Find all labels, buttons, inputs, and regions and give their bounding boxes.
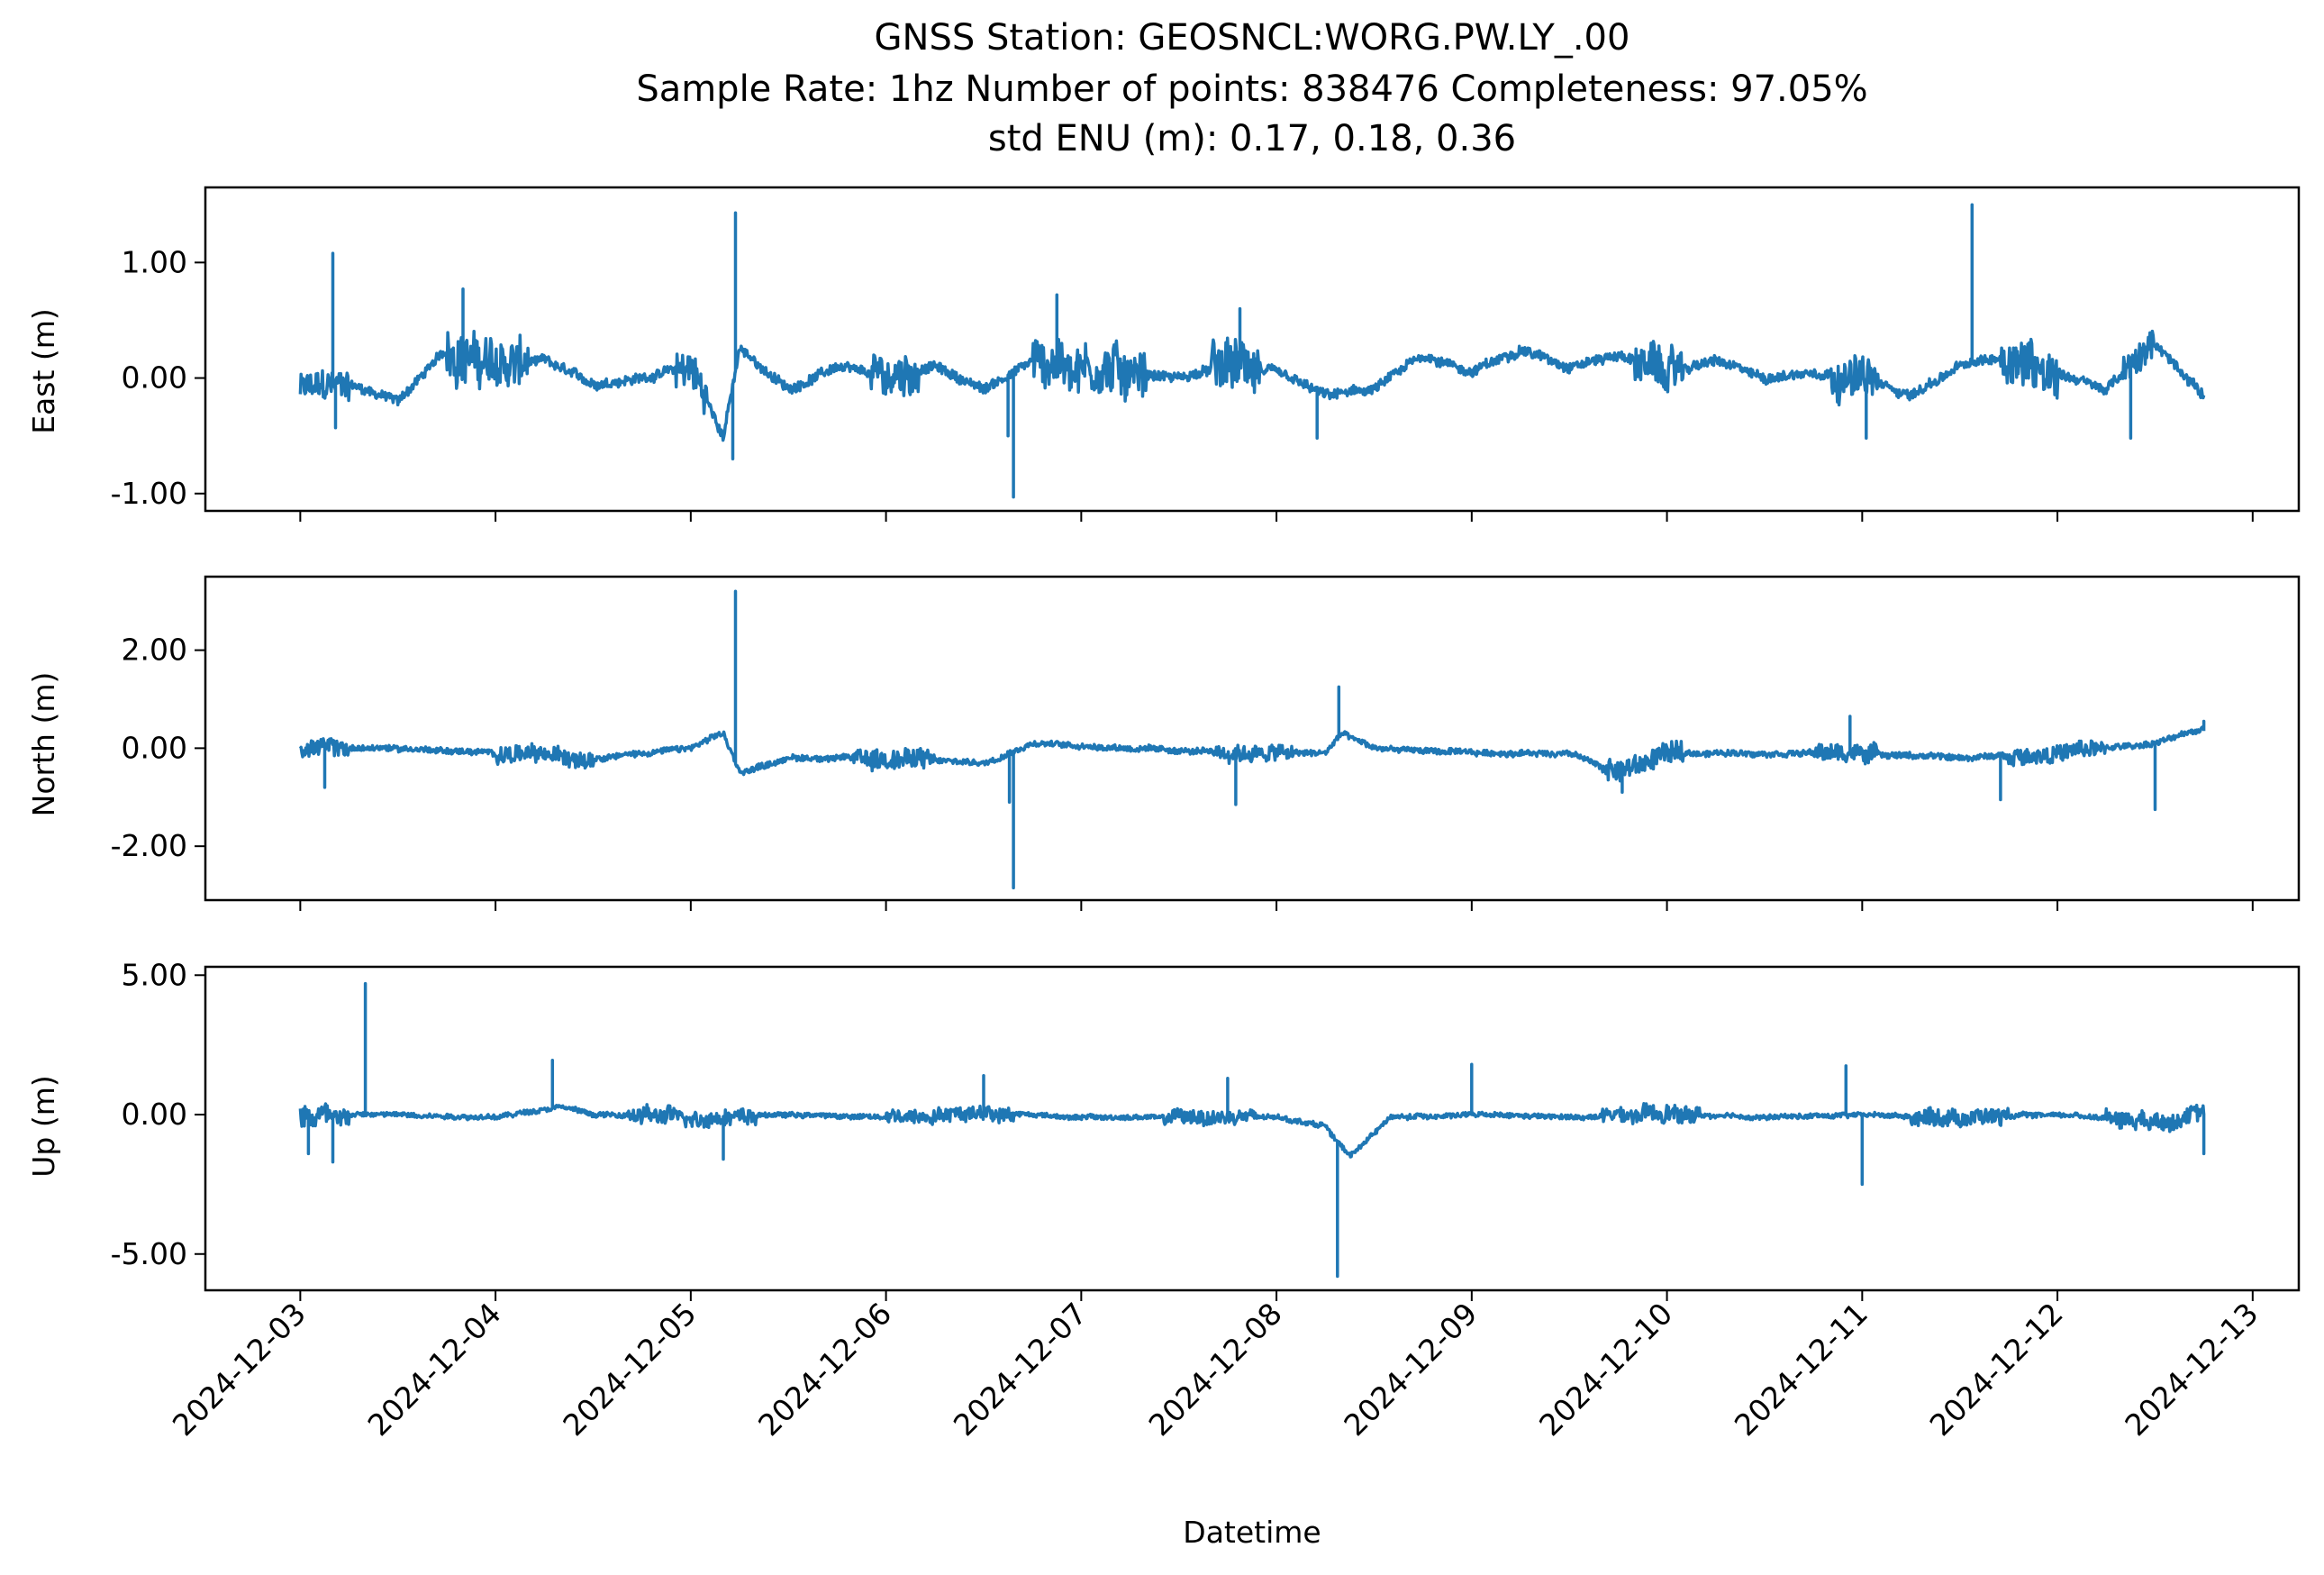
north-panel: North (m) -2.00 0.00 2.00 [26,575,2301,911]
y-tick-label: 0.00 [122,1097,187,1132]
up-panel: Up (m) -5.00 0.00 5.00 [26,957,2301,1301]
y-tick-label: 0.00 [122,730,187,765]
axes-frame [204,575,2301,902]
x-tick-label: 2024-12-05 [556,1296,703,1443]
figure-title-line-1: GNSS Station: GEOSNCL:WORG.PW.LY_.00 [875,17,1630,59]
x-tick-label: 2024-12-08 [1142,1296,1289,1443]
up-ylabel: Up (m) [26,1075,61,1178]
y-tick-label: -1.00 [111,476,187,511]
x-tick-label: 2024-12-11 [1728,1296,1875,1443]
series-line [298,203,2206,499]
east-ylabel: East (m) [26,308,61,434]
x-tick-labels: 2024-12-03 2024-12-04 2024-12-05 2024-12-06… [166,1296,2265,1443]
y-tick-label: -2.00 [111,828,187,863]
x-tick-label: 2024-12-03 [166,1296,313,1443]
y-tick-label: 0.00 [122,360,187,396]
y-tick-label: -5.00 [111,1236,187,1271]
figure-title-line-3: std ENU (m): 0.17, 0.18, 0.36 [988,118,1516,159]
y-tick-label: 2.00 [122,633,187,668]
axes-frame [204,965,2301,1292]
y-tick-label: 5.00 [122,957,187,992]
x-tick-label: 2024-12-06 [751,1296,898,1443]
series-line [298,589,2206,890]
y-tick-label: 1.00 [122,244,187,279]
east-panel: East (m) -1.00 0.00 1.00 [26,186,2301,522]
x-tick-label: 2024-12-12 [1923,1296,2070,1443]
x-tick-label: 2024-12-04 [361,1296,508,1443]
series-line [298,981,2206,1279]
north-ylabel: North (m) [26,672,61,817]
x-tick-label: 2024-12-09 [1337,1296,1484,1443]
x-axis-label: Datetime [1183,1515,1321,1550]
x-tick-label: 2024-12-10 [1532,1296,1679,1443]
axes-frame [204,186,2301,513]
x-tick-label: 2024-12-07 [947,1296,1094,1443]
x-tick-label: 2024-12-13 [2118,1296,2265,1443]
figure-title-line-2: Sample Rate: 1hz Number of points: 83847… [636,68,1867,110]
